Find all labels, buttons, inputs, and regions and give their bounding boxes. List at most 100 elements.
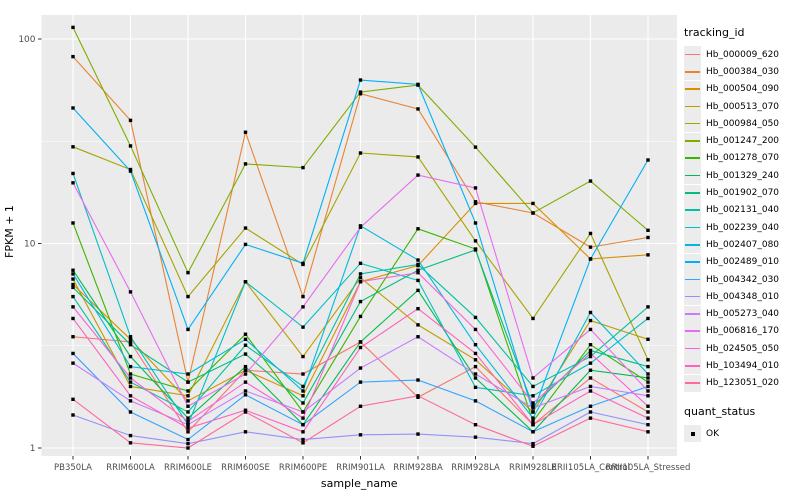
data-point — [358, 261, 363, 266]
data-point — [71, 397, 75, 402]
data-point — [186, 404, 190, 408]
data-point — [416, 258, 420, 262]
data-point — [128, 433, 133, 438]
legend-item-label: Hb_004342_030 — [706, 274, 780, 285]
legend-item-label: Hb_001902_070 — [706, 188, 780, 199]
data-point — [473, 342, 478, 347]
series-color-swatch — [684, 288, 701, 306]
data-point — [71, 145, 75, 149]
data-point — [71, 282, 75, 287]
data-point — [186, 389, 190, 393]
line-swatch-icon — [685, 88, 700, 90]
data-point — [128, 394, 133, 398]
data-point — [243, 337, 248, 342]
data-point — [646, 376, 650, 380]
legend-item: Hb_000384_030 — [684, 63, 798, 81]
data-point — [301, 165, 305, 170]
data-point — [358, 340, 363, 344]
legend-item-label: OK — [706, 428, 719, 439]
data-point — [531, 201, 535, 206]
data-point — [588, 389, 593, 393]
data-point — [243, 368, 248, 372]
data-point — [531, 316, 535, 321]
data-point — [301, 389, 305, 393]
series-color-swatch — [684, 374, 701, 392]
data-point — [71, 277, 75, 281]
data-point — [301, 294, 305, 299]
data-point — [243, 162, 248, 166]
data-point — [358, 225, 363, 230]
legend-item: Hb_004342_030 — [684, 271, 798, 288]
data-point — [646, 422, 650, 427]
data-point — [588, 354, 593, 359]
data-point — [358, 151, 363, 155]
data-point — [588, 179, 593, 183]
line-swatch-icon — [685, 313, 700, 315]
data-point — [531, 384, 535, 389]
series-color-swatch — [684, 63, 701, 81]
data-point — [301, 261, 305, 266]
data-point — [358, 380, 363, 384]
data-point — [186, 416, 190, 420]
line-swatch-icon — [685, 122, 700, 125]
data-point — [186, 441, 190, 446]
data-point — [128, 410, 133, 414]
data-point — [646, 358, 650, 362]
data-point — [646, 372, 650, 376]
x-tick-label: RRII105LA_Control — [551, 463, 630, 473]
data-point — [646, 380, 650, 384]
data-point — [71, 335, 75, 339]
data-point — [531, 430, 535, 434]
data-point — [588, 416, 593, 420]
data-point — [71, 305, 75, 309]
data-point — [646, 394, 650, 398]
data-point — [358, 345, 363, 350]
data-point — [301, 401, 305, 405]
data-point — [531, 444, 535, 448]
data-point — [128, 354, 133, 359]
data-point — [358, 280, 363, 284]
data-point — [416, 262, 420, 267]
legend-item-label: Hb_002239_040 — [706, 222, 780, 233]
data-point — [243, 226, 248, 230]
data-point — [588, 384, 593, 389]
data-point — [473, 422, 478, 427]
data-point — [243, 393, 248, 397]
data-point — [588, 245, 593, 249]
data-point — [128, 380, 133, 384]
line-swatch-icon — [685, 174, 700, 177]
data-point — [473, 239, 478, 243]
x-tick-label: RRII105LA_Stressed — [606, 463, 691, 473]
data-point — [243, 280, 248, 284]
series-color-swatch — [684, 132, 701, 150]
data-point — [646, 158, 650, 162]
legend-item: Hb_002131_040 — [684, 201, 798, 219]
data-point — [588, 310, 593, 315]
series-color-swatch — [684, 80, 701, 98]
data-point — [531, 422, 535, 427]
data-point — [301, 354, 305, 359]
legend-item: Hb_000513_070 — [684, 98, 798, 116]
data-point — [186, 399, 190, 403]
legend-item: Hb_001902_070 — [684, 184, 798, 202]
data-point — [416, 335, 420, 339]
data-point — [531, 211, 535, 215]
line-swatch-icon — [685, 330, 700, 332]
data-point — [531, 410, 535, 414]
data-point — [416, 288, 420, 293]
data-point — [128, 342, 133, 347]
data-point — [358, 433, 363, 437]
data-point — [243, 352, 248, 356]
legend-item: Hb_024505_050 — [684, 340, 798, 358]
line-swatch-icon — [685, 209, 700, 211]
data-point — [473, 145, 478, 149]
data-point — [473, 248, 478, 252]
data-point — [128, 337, 133, 342]
x-tick-label: RRIM600SE — [221, 463, 270, 473]
data-point — [186, 430, 190, 434]
legend-item-label: Hb_002489_010 — [706, 257, 780, 268]
line-swatch-icon — [685, 347, 700, 350]
legend-item: Hb_004348_010 — [684, 288, 798, 306]
data-point — [416, 378, 420, 382]
